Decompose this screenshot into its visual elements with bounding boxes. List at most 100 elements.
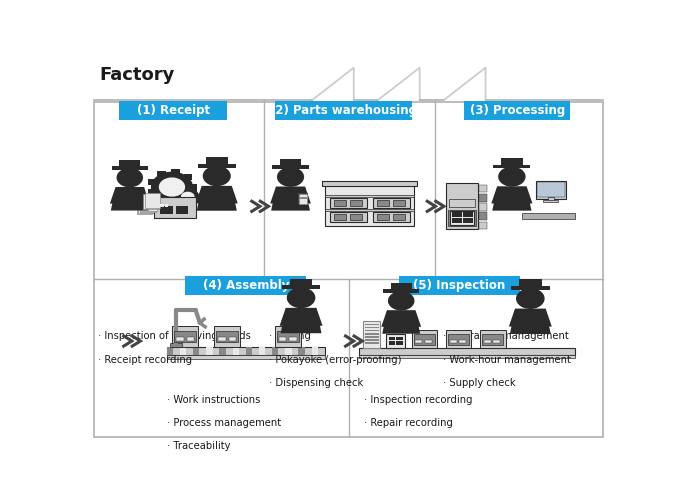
Bar <box>480 330 505 347</box>
Bar <box>388 342 395 345</box>
Bar <box>229 337 236 340</box>
Bar <box>479 194 487 202</box>
Polygon shape <box>111 188 149 210</box>
Bar <box>275 101 412 119</box>
Text: · Receipt recording: · Receipt recording <box>98 354 192 364</box>
Bar <box>479 212 487 220</box>
Bar <box>452 218 462 223</box>
Bar <box>365 342 379 344</box>
Bar <box>325 183 414 226</box>
Circle shape <box>498 166 526 186</box>
Bar <box>393 200 405 206</box>
Bar <box>446 183 477 230</box>
Polygon shape <box>381 310 421 327</box>
Bar <box>484 340 491 343</box>
Text: · Supply check: · Supply check <box>443 378 516 388</box>
Bar <box>511 286 549 290</box>
Bar <box>447 210 476 226</box>
Text: · Traceability: · Traceability <box>167 441 231 451</box>
Bar <box>377 214 389 220</box>
Bar <box>299 194 307 203</box>
Bar <box>179 187 185 192</box>
Bar <box>184 194 192 200</box>
Bar <box>365 327 379 328</box>
Bar <box>448 334 469 344</box>
Polygon shape <box>271 188 310 210</box>
Bar <box>501 158 523 165</box>
Bar <box>193 347 199 354</box>
Text: · Process management: · Process management <box>167 418 281 428</box>
Text: Factory: Factory <box>100 66 175 84</box>
Bar <box>299 347 305 354</box>
Circle shape <box>176 188 199 205</box>
Bar <box>330 212 367 222</box>
Circle shape <box>116 168 143 188</box>
Bar <box>494 340 500 343</box>
Bar <box>325 209 414 212</box>
Bar <box>350 214 362 220</box>
Bar <box>119 101 227 119</box>
Bar <box>171 199 180 205</box>
Bar <box>189 184 197 190</box>
Bar <box>377 200 389 206</box>
Text: · Inspection recording: · Inspection recording <box>364 395 473 405</box>
Bar <box>463 212 473 217</box>
Bar <box>180 347 186 354</box>
Bar <box>216 330 239 342</box>
Bar <box>330 198 367 208</box>
Polygon shape <box>382 311 420 334</box>
Bar <box>282 286 320 289</box>
Bar <box>311 347 318 354</box>
Bar <box>277 330 299 342</box>
Circle shape <box>287 288 316 308</box>
Polygon shape <box>279 308 322 326</box>
Bar <box>171 343 182 347</box>
Bar <box>396 342 403 345</box>
Text: · Inspection of receiving goods: · Inspection of receiving goods <box>98 332 251 342</box>
Bar <box>446 330 471 347</box>
Bar <box>160 204 163 208</box>
Bar <box>280 159 301 166</box>
Bar <box>175 206 188 214</box>
Text: (1) Receipt: (1) Receipt <box>137 104 210 117</box>
Bar <box>138 198 154 213</box>
Bar <box>137 198 152 214</box>
Bar <box>365 333 379 334</box>
Bar <box>259 347 265 354</box>
Bar <box>167 347 325 354</box>
Bar <box>335 200 346 206</box>
Text: · Picking: · Picking <box>269 332 311 342</box>
Bar <box>425 340 432 343</box>
Text: · Repair recording: · Repair recording <box>364 418 453 428</box>
Bar <box>393 214 405 220</box>
Bar <box>335 214 346 220</box>
Polygon shape <box>491 186 532 204</box>
Polygon shape <box>270 186 311 204</box>
Bar <box>148 189 156 196</box>
Text: · Pokayoke (error-proofing): · Pokayoke (error-proofing) <box>269 354 402 364</box>
Bar <box>459 340 466 343</box>
Bar <box>537 182 564 198</box>
Bar <box>143 194 158 210</box>
Bar <box>220 347 226 354</box>
Text: · Operation management: · Operation management <box>443 332 569 342</box>
Circle shape <box>388 291 415 310</box>
Bar <box>198 164 236 168</box>
Bar <box>187 337 194 340</box>
Bar <box>363 320 380 347</box>
Text: (5) Inspection: (5) Inspection <box>413 279 505 292</box>
Bar <box>463 218 473 223</box>
Bar <box>359 348 575 354</box>
Bar <box>173 194 180 199</box>
Bar <box>218 337 226 340</box>
Text: (3) Processing: (3) Processing <box>469 104 565 117</box>
Text: · Work-hour management: · Work-hour management <box>443 354 571 364</box>
Bar <box>388 337 395 340</box>
Bar <box>120 160 140 166</box>
Text: · Dispensing check: · Dispensing check <box>269 378 364 388</box>
Bar <box>167 347 173 354</box>
Bar <box>275 326 301 347</box>
Bar <box>373 212 410 222</box>
Bar <box>299 193 308 204</box>
Bar <box>179 202 185 206</box>
